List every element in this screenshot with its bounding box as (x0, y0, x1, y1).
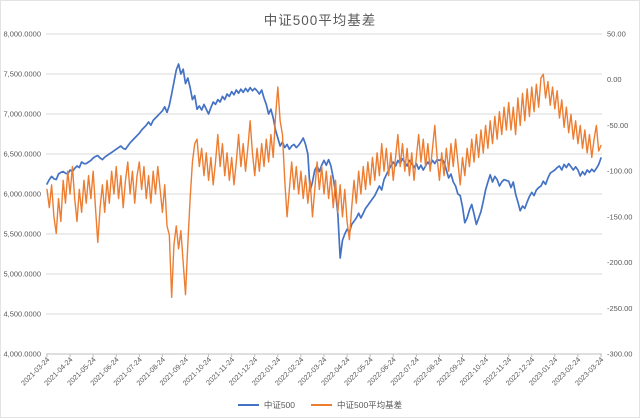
chart-title: 中证500平均基差 (263, 13, 377, 28)
left-axis-tick-label: 7,500.0000 (3, 70, 41, 79)
left-axis-tick-label: 8,000.0000 (3, 30, 41, 39)
right-axis-tick-label: -100.00 (607, 167, 632, 176)
right-axis-tick-label: -250.00 (607, 304, 632, 313)
left-axis-tick-label: 5,500.0000 (3, 230, 41, 239)
series-csi500-line (46, 63, 602, 259)
left-axis-tick-label: 4,500.0000 (3, 310, 41, 319)
legend: 中证500 中证500平均基差 (1, 399, 639, 411)
legend-swatch-csi500 (237, 404, 259, 406)
series-lines (46, 63, 602, 299)
left-axis-tick-label: 6,000.0000 (3, 190, 41, 199)
legend-swatch-basis (311, 404, 332, 406)
legend-item-csi500: 中证500 (237, 399, 295, 411)
left-axis-tick-label: 5,000.0000 (3, 270, 41, 279)
x-axis: 2021-03-242021-04-242021-05-242021-06-24… (19, 353, 605, 387)
series-basis-line (46, 73, 602, 299)
right-axis-tick-label: 0.00 (607, 75, 622, 84)
left-axis-tick-label: 6,500.0000 (3, 150, 41, 159)
right-axis-tick-label: -50.00 (607, 121, 628, 130)
left-axis-tick-label: 4,000.0000 (3, 350, 41, 359)
right-axis-tick-label: -300.00 (607, 350, 632, 359)
legend-label-basis: 中证500平均基差 (337, 400, 403, 410)
right-axis-tick-label: -150.00 (607, 212, 632, 221)
left-axis: 8,000.0000 7,500.0000 7,000.0000 6,500.0000… (3, 30, 41, 359)
legend-label-csi500: 中证500 (263, 400, 295, 410)
left-axis-tick-label: 7,000.0000 (3, 110, 41, 119)
legend-item-basis: 中证500平均基差 (311, 399, 402, 411)
right-axis-tick-label: -200.00 (607, 258, 632, 267)
right-axis: 50.00 0.00 -50.00 -100.00 -150.00 -200.00 -250… (607, 30, 632, 359)
right-axis-tick-label: 50.00 (607, 30, 626, 39)
